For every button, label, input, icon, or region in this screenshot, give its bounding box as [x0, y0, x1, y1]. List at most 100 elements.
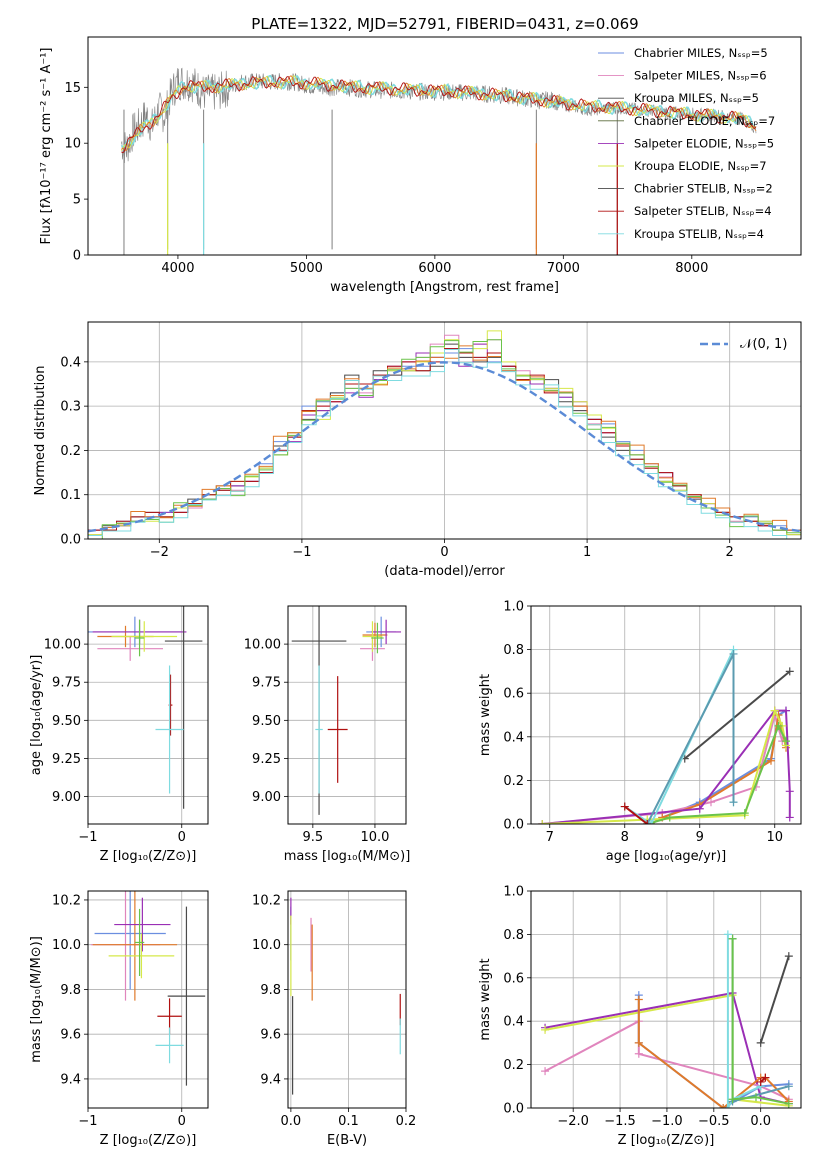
mass-weight-line — [726, 934, 762, 1108]
mass-weight-marker — [643, 820, 652, 824]
axes-frame — [530, 890, 802, 1109]
error-bar-point — [164, 606, 203, 809]
axes-age_vs_Z: −1 0 9.00 9.25 9.50 9.75 10.00 Z [log₁₀(Z/Z⊙)] a… — [29, 605, 209, 864]
legend-label: Kroupa ELODIE, Nₛₛₚ=7 — [634, 159, 767, 173]
x-tick-label: 9 — [696, 830, 704, 845]
mass-weight-marker — [729, 798, 738, 807]
x-tick-label: 4000 — [161, 261, 194, 276]
y-tick-label: 0.2 — [60, 444, 81, 459]
x-axis-label: E(B-V) — [327, 1133, 367, 1148]
axes-mass_weight_vs_age: 7 8 9 10 0.0 0.2 0.4 0.6 0.8 1.0 age [log₁₀(age/yr… — [478, 600, 802, 864]
legend-label: 𝒩(0, 1) — [740, 337, 787, 352]
mass-weight-line — [684, 670, 791, 760]
mass-weight-marker — [767, 756, 775, 765]
mass-weight-marker — [538, 820, 547, 824]
x-tick-label: 8000 — [675, 261, 708, 276]
x-tick-label: 0.1 — [338, 1114, 359, 1129]
x-axis-label: Z [log₁₀(Z/Z⊙)] — [618, 1133, 715, 1148]
y-tick-label: 9.8 — [260, 983, 281, 998]
mass-weight-marker — [785, 787, 794, 796]
x-axis-label: (data-model)/error — [384, 564, 505, 579]
y-tick-label: 9.25 — [252, 752, 281, 767]
x-tick-label: −1.0 — [651, 1114, 683, 1129]
model-spectrum-line — [121, 76, 757, 154]
error-bar-point — [155, 665, 184, 794]
y-tick-label: 0.8 — [503, 928, 524, 943]
error-bar-point — [114, 897, 171, 952]
mass-weight-line — [624, 805, 648, 824]
error-bar-point — [108, 933, 175, 979]
axes-mass_vs_Z: −1 0 9.4 9.6 9.8 10.0 10.2 Z [log₁₀(Z/Z⊙)] mass … — [29, 890, 209, 1148]
mass-weight-marker — [784, 1099, 793, 1108]
mass-weight-marker — [752, 1093, 760, 1102]
error-bar-point — [167, 906, 206, 1086]
axes-frame — [287, 605, 407, 825]
axes-frame — [87, 890, 209, 1109]
y-tick-label: 1.0 — [503, 600, 524, 615]
y-tick-label: 0.6 — [503, 687, 524, 702]
mass-weight-marker — [785, 813, 794, 822]
axes-spectrum: 4000 5000 6000 7000 8000 0 5 10 15 wavelength [An… — [39, 36, 802, 295]
error-bar-point — [155, 1027, 184, 1064]
y-tick-label: 0.2 — [503, 774, 524, 789]
figure-title: PLATE=1322, MJD=52791, FIBERID=0431, z=0… — [251, 15, 638, 33]
legend: 𝒩(0, 1) — [700, 337, 787, 352]
x-tick-label: 1 — [583, 545, 591, 560]
error-bar-point — [362, 622, 388, 648]
plot-area — [120, 67, 757, 255]
mass-weight-marker — [740, 809, 749, 818]
plot-area — [90, 891, 206, 1086]
y-tick-label: 9.50 — [252, 714, 281, 729]
y-axis-label: mass weight — [478, 674, 493, 756]
mass-weight-marker — [707, 798, 715, 807]
x-tick-label: −1 — [78, 830, 97, 845]
mass-weight-marker — [728, 1095, 737, 1104]
x-tick-label: 2 — [726, 545, 734, 560]
mass-weight-marker — [620, 802, 629, 811]
x-tick-label: 10.0 — [360, 830, 389, 845]
y-tick-label: 9.6 — [260, 1028, 281, 1043]
y-axis-label: Flux [fλ10⁻¹⁷ erg cm⁻² s⁻¹ A⁻¹] — [39, 48, 54, 245]
plot-area — [290, 897, 401, 1095]
x-tick-label: 9.5 — [302, 830, 323, 845]
x-tick-label: 7 — [546, 830, 554, 845]
legend-label: Salpeter ELODIE, Nₛₛₚ=5 — [634, 136, 774, 150]
mass-weight-line — [637, 999, 790, 1108]
x-tick-label: 0 — [440, 545, 448, 560]
legend-label: Chabrier ELODIE, Nₛₛₚ=7 — [634, 114, 775, 128]
plot-area — [541, 930, 793, 1108]
error-bar-point — [134, 908, 145, 977]
error-bar-point — [362, 621, 383, 652]
y-tick-label: 9.4 — [260, 1072, 281, 1087]
legend: Chabrier MILES, Nₛₛₚ=5 Salpeter MILES, Nₛ… — [598, 46, 775, 241]
mass-weight-marker — [695, 804, 704, 813]
y-tick-label: 15 — [64, 81, 81, 96]
error-bar-point — [97, 636, 163, 661]
x-axis-label: wavelength [Angstrom, rest frame] — [330, 280, 559, 295]
y-tick-label: 0.0 — [503, 818, 524, 833]
mass-weight-marker — [541, 1067, 550, 1076]
x-tick-label: 7000 — [547, 261, 580, 276]
mass-weight-marker — [541, 1025, 550, 1034]
axes-mass_weight_vs_Z: −2.0 −1.5 −1.0 −0.5 0.0 0.0 0.2 0.4 0.6 0.8 1.0 Z [… — [478, 885, 802, 1148]
y-axis-label: mass weight — [478, 958, 493, 1040]
x-axis-label: mass [log₁₀(M/M⊙)] — [284, 849, 411, 864]
y-tick-label: 0.3 — [60, 400, 81, 415]
y-tick-label: 9.75 — [252, 676, 281, 691]
x-tick-label: −1 — [292, 545, 311, 560]
error-bar-point — [111, 621, 178, 652]
error-bar-point — [315, 665, 323, 794]
y-tick-label: 0.6 — [503, 971, 524, 986]
error-bar-point — [94, 891, 166, 990]
error-bar-point — [371, 622, 384, 654]
mass-weight-marker — [784, 1082, 793, 1091]
y-tick-label: 9.75 — [52, 676, 81, 691]
legend-label: Chabrier MILES, Nₛₛₚ=5 — [634, 46, 768, 60]
error-bar-point — [327, 676, 348, 783]
mass-weight-line — [650, 709, 787, 824]
mass-weight-marker — [782, 737, 790, 746]
x-axis-label: age [log₁₀(age/yr)] — [606, 849, 727, 864]
y-tick-label: 9.8 — [60, 983, 81, 998]
legend-label: Kroupa MILES, Nₛₛₚ=5 — [634, 91, 759, 105]
mass-weight-line — [542, 707, 787, 824]
